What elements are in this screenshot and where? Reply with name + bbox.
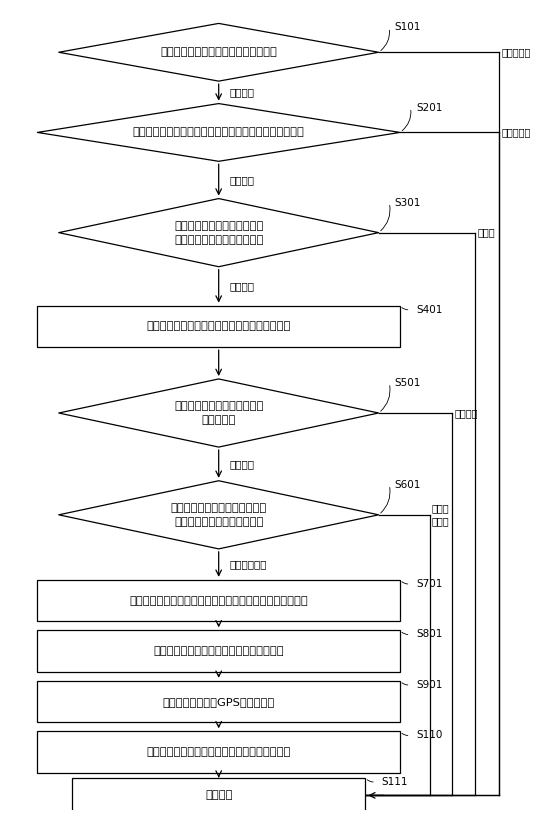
Text: 获取当前公交车的GPS位置和时间: 获取当前公交车的GPS位置和时间: [163, 697, 275, 707]
Text: S301: S301: [394, 198, 421, 208]
Text: 公交车正常行驶在公交专用车
道判断视频中通过车辆的车型: 公交车正常行驶在公交专用车 道判断视频中通过车辆的车型: [174, 221, 263, 245]
Bar: [38, 630, 400, 672]
Text: S201: S201: [416, 102, 442, 113]
Text: 打包预设时间内视频流和两张违法图片并且上传: 打包预设时间内视频流和两张违法图片并且上传: [146, 747, 291, 757]
Text: S111: S111: [381, 777, 408, 787]
Bar: [38, 580, 400, 622]
Text: 非抓拍时间: 非抓拍时间: [501, 47, 530, 57]
Text: 保存违法车辆在预设时间段内连续的视频流: 保存违法车辆在预设时间段内连续的视频流: [153, 646, 284, 656]
Text: S401: S401: [416, 304, 442, 315]
Text: 非公交车道: 非公交车道: [501, 128, 530, 137]
Text: 通过视频检测当前公交车是否正常行驶在公交车专用车道: 通过视频检测当前公交车是否正常行驶在公交车专用车道: [133, 128, 305, 137]
Text: 对比数据库中半小时内前抓拍
的车辆号牌: 对比数据库中半小时内前抓拍 的车辆号牌: [174, 401, 263, 425]
Text: 提取识别行驶在公交专用车道的非公交车辆号牌: 提取识别行驶在公交专用车道的非公交车辆号牌: [146, 321, 291, 331]
Text: S101: S101: [394, 22, 421, 33]
Text: 大于预设时间: 大于预设时间: [230, 560, 267, 569]
Bar: [38, 681, 400, 722]
Text: S901: S901: [416, 680, 442, 690]
Bar: [72, 778, 365, 813]
Text: 公交车: 公交车: [477, 227, 495, 238]
Text: 不同号牌: 不同号牌: [230, 459, 255, 469]
Text: S801: S801: [416, 629, 442, 639]
Text: 抓拍完毕: 抓拍完毕: [205, 790, 232, 800]
Text: 公交车道: 公交车道: [230, 175, 255, 185]
Bar: [38, 731, 400, 773]
Text: 系统判断当前时间是否处在抓拍时间内: 系统判断当前时间是否处在抓拍时间内: [160, 47, 277, 57]
Text: 抓拍时间: 抓拍时间: [230, 88, 255, 97]
Text: 小于预
设时间: 小于预 设时间: [431, 504, 449, 526]
Text: S601: S601: [394, 479, 421, 490]
Text: S110: S110: [416, 730, 442, 740]
Text: S701: S701: [416, 579, 442, 589]
Text: 判断通过连续视频流的非公交车
辆占道时间是否大于预设时间: 判断通过连续视频流的非公交车 辆占道时间是否大于预设时间: [171, 503, 267, 527]
Text: 连续抓拍构成违法占用公交车道事实的两张清晰的违法照片: 连续抓拍构成违法占用公交车道事实的两张清晰的违法照片: [129, 596, 308, 605]
Text: 相同号牌: 相同号牌: [455, 408, 478, 418]
Text: S501: S501: [394, 378, 421, 388]
Text: 非公交车: 非公交车: [230, 281, 255, 291]
Bar: [38, 306, 400, 348]
